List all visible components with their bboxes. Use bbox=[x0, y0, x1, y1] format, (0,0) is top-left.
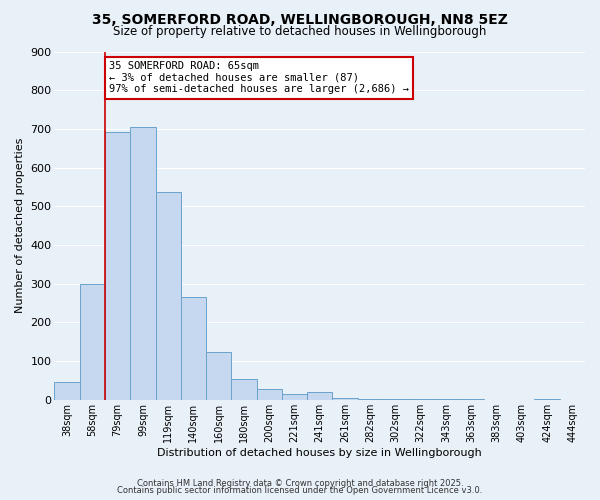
Bar bbox=[80, 284, 105, 400]
Text: Contains HM Land Registry data © Crown copyright and database right 2025.: Contains HM Land Registry data © Crown c… bbox=[137, 478, 463, 488]
Bar bbox=[206, 352, 232, 400]
Bar bbox=[232, 379, 257, 400]
Bar bbox=[181, 297, 206, 400]
X-axis label: Distribution of detached houses by size in Wellingborough: Distribution of detached houses by size … bbox=[157, 448, 482, 458]
Bar bbox=[105, 132, 130, 400]
Bar bbox=[55, 382, 80, 400]
Bar bbox=[282, 394, 307, 400]
Bar bbox=[307, 392, 332, 400]
Text: 35 SOMERFORD ROAD: 65sqm
← 3% of detached houses are smaller (87)
97% of semi-de: 35 SOMERFORD ROAD: 65sqm ← 3% of detache… bbox=[109, 61, 409, 94]
Bar bbox=[332, 398, 358, 400]
Bar bbox=[155, 192, 181, 400]
Y-axis label: Number of detached properties: Number of detached properties bbox=[15, 138, 25, 314]
Bar bbox=[383, 398, 408, 400]
Text: 35, SOMERFORD ROAD, WELLINGBOROUGH, NN8 5EZ: 35, SOMERFORD ROAD, WELLINGBOROUGH, NN8 … bbox=[92, 12, 508, 26]
Bar bbox=[130, 126, 155, 400]
Text: Contains public sector information licensed under the Open Government Licence v3: Contains public sector information licen… bbox=[118, 486, 482, 495]
Bar bbox=[358, 399, 383, 400]
Text: Size of property relative to detached houses in Wellingborough: Size of property relative to detached ho… bbox=[113, 25, 487, 38]
Bar bbox=[257, 390, 282, 400]
